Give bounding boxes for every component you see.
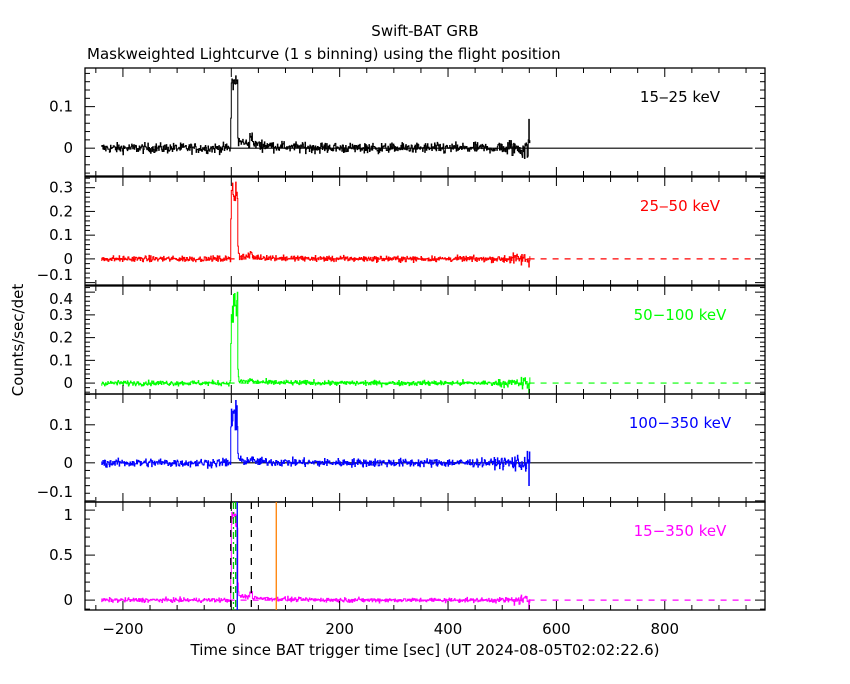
panel-frame — [84, 393, 766, 503]
panel-15-25-kev: 0 0.1 15‒25 keV — [49, 67, 766, 177]
y-tick-label: 0.1 — [49, 226, 73, 244]
series-line-100-350-kev — [101, 399, 531, 487]
y-tick-label: 0.3 — [49, 306, 73, 324]
y-tick-label: 0.1 — [49, 351, 73, 369]
panel-25-50-kev: −0.10 0.1 0.2 0.3 25‒50 keV — [37, 176, 766, 286]
panel-frame — [84, 67, 766, 177]
x-tick-label: 400 — [434, 620, 463, 638]
x-tick-label: 800 — [650, 620, 679, 638]
y-tick-label: −0.1 — [37, 266, 73, 284]
x-tick-label: 0 — [227, 620, 237, 638]
panel-100-350-kev: −0.1 0 0.1 100−350 keV — [37, 393, 766, 503]
y-tick-label: 0 — [63, 454, 73, 472]
y-tick-label: 0.2 — [49, 329, 73, 347]
y-tick-label: 0 — [63, 591, 73, 609]
y-tick-label: 0.3 — [49, 179, 73, 197]
y-tick-label: 0.5 — [49, 546, 73, 564]
panel-label: 50−100 keV — [634, 306, 727, 324]
series-line-50-100-kev — [101, 291, 531, 394]
panel-label: 15‒25 keV — [640, 88, 721, 106]
panel-label: 100−350 keV — [629, 414, 732, 432]
y-tick-label: 0.4 — [49, 290, 73, 308]
y-tick-label: 0.1 — [49, 98, 73, 116]
series-line-15-25-kev — [101, 75, 531, 159]
panel-label: 25‒50 keV — [640, 197, 721, 215]
y-tick-label: 0 — [63, 374, 73, 392]
chart-title: Swift-BAT GRB — [371, 22, 478, 40]
y-axis-label: Counts/sec/det — [9, 284, 27, 397]
panel-frame — [84, 285, 766, 395]
x-tick-label: −200 — [102, 620, 143, 638]
chart-subtitle: Maskweighted Lightcurve (1 s binning) us… — [87, 45, 561, 63]
y-tick-label: 1 — [63, 506, 73, 524]
x-tick-label: 200 — [325, 620, 354, 638]
panel-15-350-kev: 0 0.5 1 15−350 keV — [49, 501, 766, 611]
panel-50-100-kev: 0 0.1 0.2 0.30.4 50−100 keV — [49, 285, 766, 395]
panel-frame — [84, 501, 766, 611]
y-tick-label: 0 — [63, 139, 73, 157]
y-tick-label: 0.2 — [49, 202, 73, 220]
panel-label: 15−350 keV — [634, 522, 727, 540]
x-tick-label: 600 — [542, 620, 571, 638]
series-line-25-50-kev — [101, 181, 531, 268]
x-axis-label: Time since BAT trigger time [sec] (UT 20… — [190, 641, 660, 659]
series-line-15-350-kev — [101, 511, 531, 610]
y-tick-label: −0.1 — [37, 483, 73, 501]
y-tick-label: 0 — [63, 250, 73, 268]
panel-frame — [84, 176, 766, 286]
y-tick-label: 0.1 — [49, 416, 73, 434]
